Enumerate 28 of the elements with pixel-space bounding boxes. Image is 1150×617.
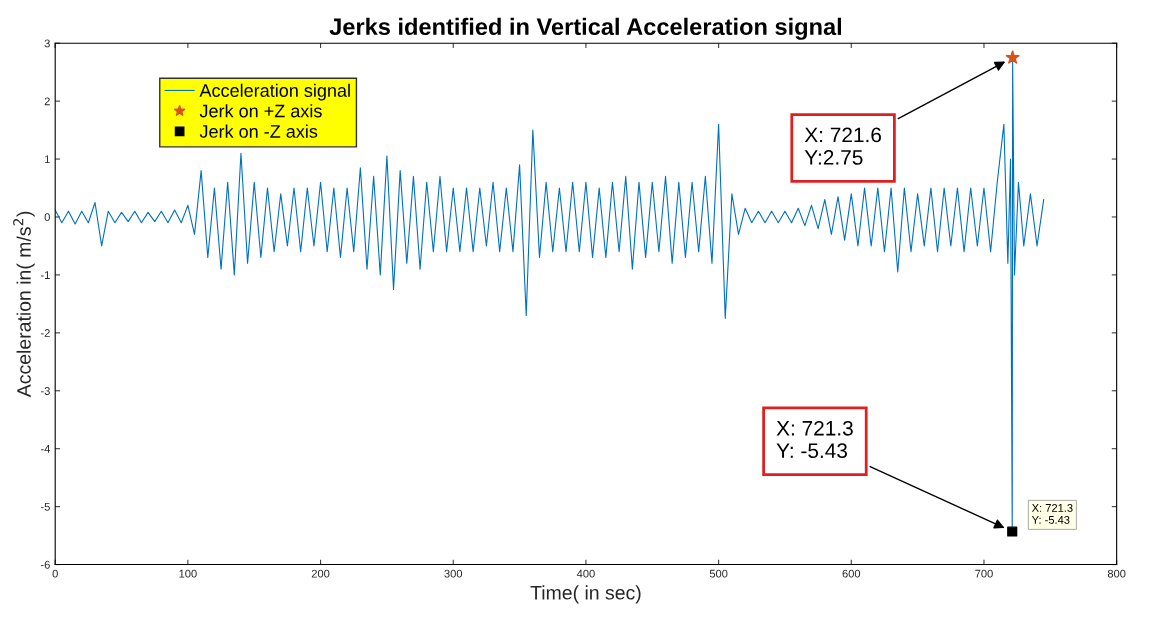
annotation: X: 721.3 Y: -5.43: [1031, 504, 1073, 524]
x-tick-label: 500: [709, 569, 728, 578]
chart-title: Jerks identified in Vertical Acceleration signal: [329, 17, 842, 40]
y-tick-label: -6: [40, 560, 50, 569]
y-tick-label: -4: [40, 445, 51, 453]
y-tick-label: 3: [44, 39, 50, 48]
y-tick-label: -2: [40, 329, 50, 337]
y-tick-label: -5: [40, 503, 50, 511]
legend-label: Jerk on +Z axis: [199, 104, 322, 118]
x-tick-label: 600: [842, 569, 861, 578]
x-tick-label: 400: [576, 569, 595, 578]
x-axis-title: Time( in sec): [530, 585, 641, 604]
annotation: X: 721.3 Y: -5.43: [776, 420, 853, 459]
y-tick-label: -1: [40, 271, 50, 279]
legend-label: Acceleration signal: [199, 83, 350, 101]
x-tick-label: 200: [311, 569, 330, 578]
x-tick-label: 100: [179, 569, 197, 578]
y-tick-label: 1: [45, 155, 50, 164]
x-tick-label: 700: [975, 569, 993, 578]
y-tick-label: 0: [44, 213, 50, 222]
annotation: X: 721.6 Y:2.75: [804, 127, 881, 165]
x-tick-label: 0: [52, 569, 58, 578]
x-tick-label: 800: [1107, 569, 1126, 578]
x-tick-label: 300: [444, 569, 463, 578]
y-tick-label: 2: [44, 97, 50, 106]
y-tick-label: -3: [40, 387, 50, 395]
y-axis-title: Acceleration in( m/s$^{2}$): [13, 211, 35, 398]
legend-label: Jerk on -Z axis: [199, 124, 318, 138]
